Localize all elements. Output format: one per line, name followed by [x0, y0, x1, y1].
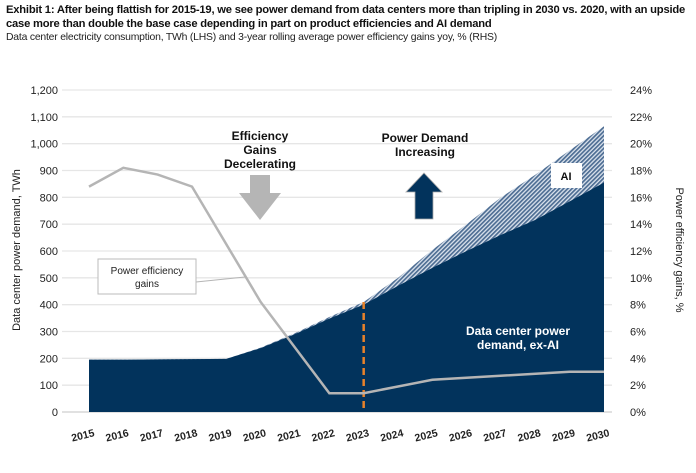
y-tick-left: 700	[40, 219, 58, 231]
x-tick: 2021	[276, 427, 302, 444]
y-tick-left: 800	[40, 192, 58, 204]
y-tick-right: 0%	[630, 407, 646, 419]
x-tick: 2017	[139, 427, 165, 444]
y-tick-right: 2%	[630, 380, 646, 392]
x-tick: 2030	[585, 427, 611, 444]
arrow-down-icon	[239, 175, 281, 220]
arrow-up-icon	[405, 172, 443, 220]
x-tick: 2027	[482, 427, 508, 444]
x-tick: 2029	[551, 427, 577, 444]
y-tick-left: 900	[40, 166, 58, 178]
x-tick: 2019	[207, 427, 233, 444]
ai-label: AI	[561, 171, 572, 183]
y-axis-left-label: Data center power demand, TWh	[11, 169, 23, 331]
demand-annotation: Increasing	[395, 145, 455, 159]
y-tick-right: 18%	[630, 166, 652, 178]
efficiency-annotation: Decelerating	[224, 157, 296, 171]
x-tick: 2023	[345, 427, 371, 444]
x-tick: 2020	[242, 427, 268, 444]
y-tick-left: 0	[52, 407, 58, 419]
y-tick-left: 400	[40, 300, 58, 312]
y-tick-right: 8%	[630, 300, 646, 312]
y-tick-right: 10%	[630, 273, 652, 285]
x-tick: 2018	[173, 427, 199, 444]
y-tick-left: 100	[40, 380, 58, 392]
y-tick-left: 300	[40, 327, 58, 339]
x-tick: 2016	[104, 427, 130, 444]
chart-title: Exhibit 1: After being flattish for 2015…	[6, 4, 686, 30]
callout-box	[97, 258, 197, 295]
efficiency-callout-label: Power efficiency	[111, 266, 184, 277]
efficiency-callout-label: gains	[135, 279, 159, 290]
y-tick-left: 600	[40, 246, 58, 258]
y-tick-right: 14%	[630, 219, 652, 231]
y-tick-right: 22%	[630, 112, 652, 124]
x-tick: 2026	[448, 427, 474, 444]
y-tick-left: 1,100	[30, 112, 58, 124]
y-tick-right: 12%	[630, 246, 652, 258]
ai-label-box	[551, 163, 582, 188]
y-tick-right: 20%	[630, 139, 652, 151]
efficiency-annotation: Gains	[243, 143, 277, 157]
efficiency-annotation: Efficiency	[232, 129, 289, 143]
y-tick-right: 24%	[630, 85, 652, 97]
efficiency-line	[88, 166, 604, 395]
x-tick: 2028	[516, 427, 542, 444]
y-tick-right: 16%	[630, 192, 652, 204]
x-tick: 2024	[379, 427, 405, 444]
ex-ai-label: Data center power	[466, 324, 570, 338]
x-tick: 2025	[413, 427, 439, 444]
x-tick: 2022	[310, 427, 336, 444]
ex-ai-label: demand, ex-AI	[477, 338, 559, 352]
y-tick-left: 200	[40, 353, 58, 365]
area-ex-ai	[89, 182, 604, 412]
chart-subtitle: Data center electricity consumption, TWh…	[6, 32, 498, 43]
demand-annotation: Power Demand	[382, 131, 469, 145]
callout-leader	[195, 276, 246, 283]
y-tick-right: 4%	[630, 353, 646, 365]
y-axis-right-label: Power efficiency gains, %	[673, 187, 685, 312]
y-tick-left: 1,200	[30, 85, 58, 97]
y-tick-right: 6%	[630, 327, 646, 339]
y-tick-left: 500	[40, 273, 58, 285]
x-tick: 2015	[70, 427, 96, 444]
y-tick-left: 1,000	[30, 139, 58, 151]
